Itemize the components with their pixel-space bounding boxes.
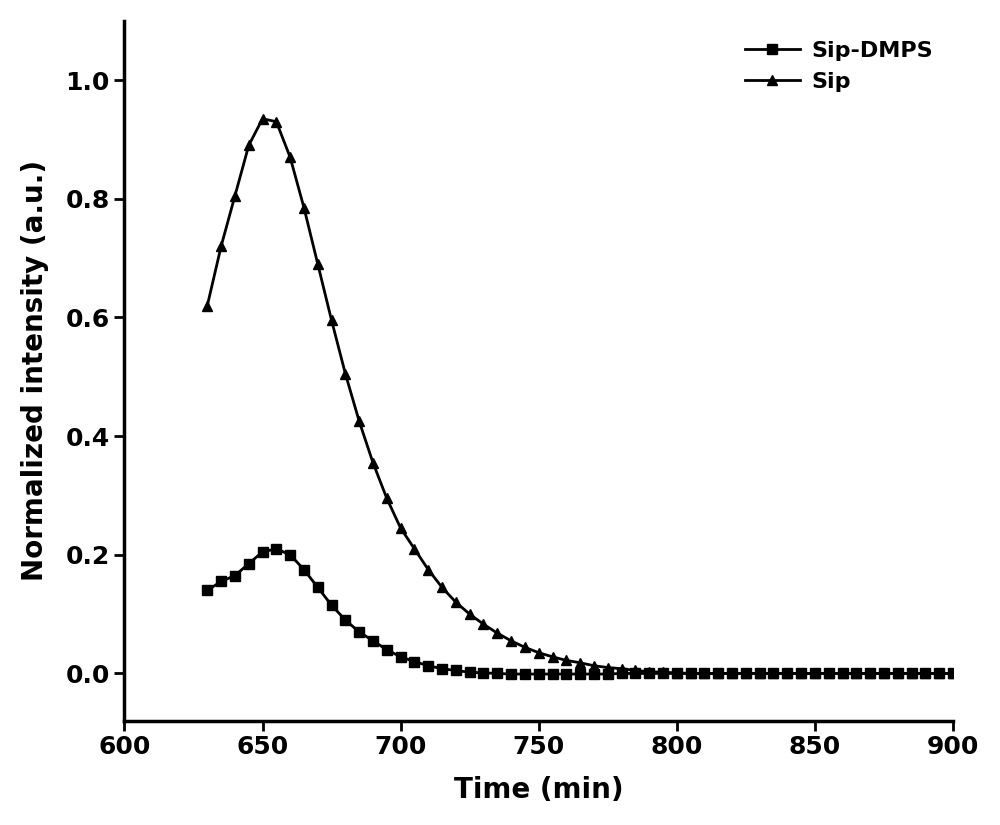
Sip [685,668,697,678]
Sip [947,668,959,678]
Sip [201,300,213,310]
Sip [491,628,503,638]
Sip [298,203,310,213]
Line: Sip-DMPS: Sip-DMPS [202,544,958,679]
X-axis label: Time (min): Time (min) [454,776,624,804]
Sip-DMPS [395,652,407,662]
Sip [395,523,407,533]
Sip [933,668,945,678]
Sip-DMPS [270,544,282,554]
Legend: Sip-DMPS, Sip: Sip-DMPS, Sip [736,32,942,101]
Y-axis label: Normalized intensity (a.u.): Normalized intensity (a.u.) [21,160,49,582]
Sip-DMPS [491,668,503,678]
Sip-DMPS [201,586,213,596]
Sip [257,114,269,124]
Sip-DMPS [947,668,959,678]
Sip [353,417,365,427]
Sip [892,668,904,678]
Line: Sip: Sip [202,114,958,678]
Sip-DMPS [505,669,517,679]
Sip-DMPS [933,668,945,678]
Sip-DMPS [298,564,310,574]
Sip-DMPS [353,627,365,637]
Sip-DMPS [892,668,904,678]
